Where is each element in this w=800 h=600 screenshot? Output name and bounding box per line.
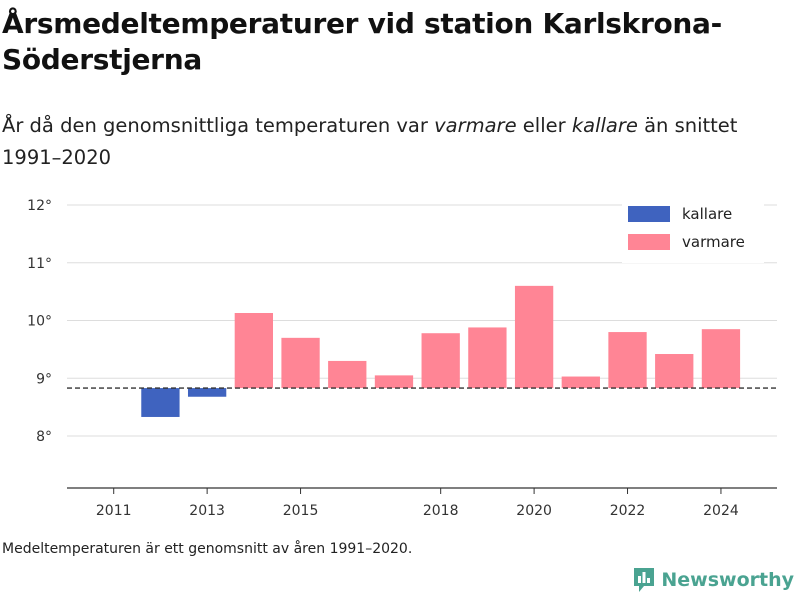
temperature-bar-chart: 8° 9° 10° 11° 12° 2011 2013 2015 2018 2020 2022 202… [27,198,777,519]
subtitle-text-3: än snittet 1991–2020 [2,114,738,169]
x-tick-label: 2013 [189,503,225,519]
subtitle-emphasis-warmer: varmare [434,114,517,137]
legend-label-kallare: kallare [682,205,732,223]
bar-2018 [421,333,460,389]
bar-chart-logo-icon [634,568,655,592]
legend-swatch-kallare [628,206,670,222]
bar-2021 [561,376,600,389]
bar-2014 [234,313,273,389]
newsworthy-brand: Newsworthy [632,566,794,594]
x-tick-label: 2011 [96,503,132,519]
x-tick-label: 2018 [423,503,459,519]
x-tick-label: 2020 [516,503,552,519]
x-tick-label: 2024 [703,503,739,519]
brand-name: Newsworthy [661,569,794,591]
bar-2012 [141,388,180,417]
chart-subtitle: År då den genomsnittliga temperaturen va… [2,110,782,174]
bar-2015 [281,337,320,389]
bar-2017 [374,375,414,389]
subtitle-text-1: År då den genomsnittliga temperaturen va… [2,114,435,137]
bar-2019 [468,327,507,389]
y-tick-label: 11° [27,256,52,272]
bar-2020 [514,285,554,389]
legend-label-varmare: varmare [682,233,745,251]
subtitle-emphasis-colder: kallare [571,114,638,137]
bar-2024 [701,329,741,389]
y-tick-label: 8° [36,429,52,445]
bar-2022 [608,332,647,389]
bar-2013 [187,388,227,397]
x-tick-label: 2015 [283,503,319,519]
y-tick-label: 10° [27,314,52,330]
y-tick-label: 12° [27,198,52,214]
legend-swatch-varmare [628,234,670,250]
x-tick-label: 2022 [610,503,646,519]
y-tick-label: 9° [36,371,52,387]
bar-2016 [328,360,367,389]
chart-title: Årsmedeltemperaturer vid station Karlskr… [2,7,722,76]
footnote: Medeltemperaturen är ett genomsnitt av å… [2,541,413,557]
subtitle-text-2: eller [516,114,572,137]
bar-2023 [655,354,694,389]
